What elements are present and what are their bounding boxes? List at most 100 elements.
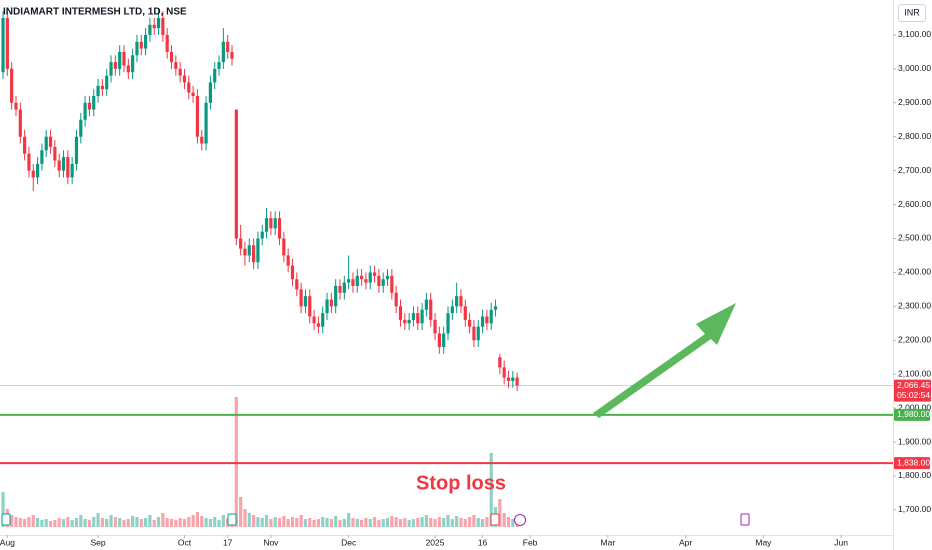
candle-body xyxy=(92,96,96,110)
volume-bar xyxy=(290,517,295,527)
x-tick-label: Apr xyxy=(679,537,692,547)
volume-bar xyxy=(468,517,472,527)
candle-body xyxy=(442,333,446,348)
candle-body xyxy=(5,17,9,69)
volume-bar xyxy=(295,518,299,527)
level-label: 1,838.00 xyxy=(897,457,930,467)
volume-bar xyxy=(135,517,139,527)
candle-body xyxy=(148,24,152,35)
candle-body xyxy=(61,157,66,171)
volume-bar xyxy=(14,517,18,527)
candle-body xyxy=(200,136,204,144)
x-tick-label: Jun xyxy=(834,537,848,547)
volume-bar xyxy=(31,515,35,527)
volume-bar xyxy=(70,520,74,527)
event-icon[interactable] xyxy=(514,514,526,526)
earnings-icon[interactable] xyxy=(227,513,237,526)
candle-body xyxy=(364,279,368,283)
x-tick-label: 16 xyxy=(478,537,488,547)
volume-bar xyxy=(122,520,126,527)
candle-body xyxy=(282,238,286,256)
candle-body xyxy=(459,296,463,307)
candle-body xyxy=(195,96,200,137)
candle-body xyxy=(329,299,333,307)
candle-body xyxy=(277,218,282,239)
candle-body xyxy=(256,238,260,263)
volume-bar xyxy=(148,515,152,527)
x-tick-label: Mar xyxy=(601,537,616,547)
x-tick-label: Feb xyxy=(523,537,538,547)
candle-body xyxy=(493,306,498,310)
volume-bar xyxy=(398,519,403,527)
candle-body xyxy=(31,170,35,178)
candle-body xyxy=(191,92,195,97)
chart-title: INDIAMART INTERMESH LTD, 1D, NSE xyxy=(3,7,187,18)
candle-body xyxy=(295,279,299,290)
candle-body xyxy=(74,136,79,164)
candle-body xyxy=(476,326,480,341)
y-tick-label: 2,800.00 xyxy=(898,131,931,141)
last-price-box xyxy=(894,379,931,402)
volume-bar xyxy=(113,517,117,527)
candle-body xyxy=(239,238,243,249)
candle-body xyxy=(100,85,104,90)
currency-box[interactable] xyxy=(898,4,926,22)
volume-bar xyxy=(360,520,364,527)
volume-bar xyxy=(385,518,390,527)
volume-bar xyxy=(48,521,53,527)
volume-bar xyxy=(131,516,135,527)
volume-bar xyxy=(282,516,286,527)
candle-body xyxy=(515,377,519,386)
x-tick-label: Nov xyxy=(263,537,279,547)
volume-bar xyxy=(161,513,165,527)
y-tick-label: 2,300.00 xyxy=(898,301,931,311)
candle-body xyxy=(161,17,165,35)
candle-body xyxy=(23,136,27,154)
level-label: 1,980.00 xyxy=(897,409,930,419)
volume-bar xyxy=(506,517,511,527)
volume-bar xyxy=(208,519,212,527)
volume-bar xyxy=(407,520,411,527)
candle-body xyxy=(403,319,407,324)
candle-body xyxy=(468,319,472,327)
event-icon[interactable] xyxy=(740,513,750,526)
volume-bar xyxy=(174,520,178,527)
volume-bar xyxy=(260,518,264,527)
earnings-icon[interactable] xyxy=(490,513,500,526)
volume-bar xyxy=(502,513,506,527)
candle-body xyxy=(105,75,109,90)
volume-bar xyxy=(182,519,187,527)
candle-body xyxy=(14,102,18,110)
volume-bar xyxy=(143,518,148,527)
volume-bar xyxy=(44,519,48,527)
volume-bar xyxy=(18,518,22,527)
volume-bar xyxy=(321,517,325,527)
volume-bar xyxy=(79,515,83,527)
candle-body xyxy=(433,319,437,334)
volume-bar xyxy=(334,516,338,527)
volume-bar xyxy=(312,520,316,527)
currency[interactable]: INR xyxy=(904,7,920,17)
volume-bar xyxy=(342,519,346,527)
candle-body xyxy=(312,316,316,324)
candle-body xyxy=(187,82,191,93)
volume-bar xyxy=(247,513,251,527)
candle-body xyxy=(126,65,130,73)
candle-body xyxy=(347,279,351,283)
volume-bar xyxy=(169,519,174,527)
volume-bar xyxy=(424,515,429,527)
earnings-icon[interactable] xyxy=(1,513,11,526)
volume-bar xyxy=(213,517,217,527)
candle-body xyxy=(118,51,122,69)
candle-body xyxy=(174,62,178,69)
x-tick-label: Dec xyxy=(341,537,357,547)
candle-body xyxy=(53,146,57,161)
candle-body xyxy=(511,377,515,381)
volume-bar xyxy=(377,520,381,527)
last-price-label: 2,066.45 xyxy=(897,380,930,390)
candle-body xyxy=(325,299,329,314)
candle-body xyxy=(27,153,31,171)
x-tick-label: Aug xyxy=(0,537,15,547)
volume-bar xyxy=(27,517,31,527)
